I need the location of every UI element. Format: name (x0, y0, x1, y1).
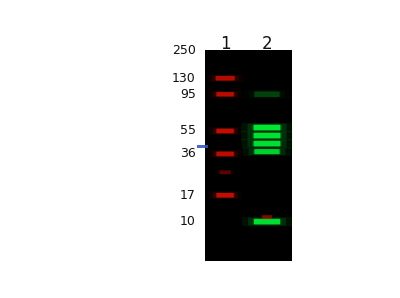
Text: 130: 130 (172, 72, 196, 85)
FancyBboxPatch shape (248, 124, 286, 131)
FancyBboxPatch shape (248, 140, 286, 148)
FancyBboxPatch shape (216, 193, 235, 198)
FancyBboxPatch shape (220, 170, 231, 174)
FancyBboxPatch shape (252, 141, 282, 147)
FancyBboxPatch shape (262, 215, 272, 219)
FancyBboxPatch shape (207, 74, 243, 82)
FancyBboxPatch shape (216, 92, 235, 97)
FancyBboxPatch shape (241, 139, 293, 148)
FancyBboxPatch shape (248, 218, 286, 225)
FancyBboxPatch shape (254, 149, 280, 154)
FancyBboxPatch shape (219, 170, 231, 174)
FancyBboxPatch shape (209, 191, 242, 199)
FancyBboxPatch shape (252, 125, 282, 131)
Text: 55: 55 (180, 125, 196, 137)
FancyBboxPatch shape (216, 152, 234, 156)
FancyBboxPatch shape (216, 193, 234, 198)
FancyBboxPatch shape (254, 141, 280, 146)
FancyBboxPatch shape (254, 133, 280, 138)
Text: 250: 250 (172, 44, 196, 57)
FancyBboxPatch shape (253, 91, 281, 97)
FancyBboxPatch shape (241, 131, 293, 140)
FancyBboxPatch shape (249, 148, 285, 155)
FancyBboxPatch shape (216, 129, 234, 133)
FancyBboxPatch shape (241, 123, 293, 132)
Text: 36: 36 (180, 148, 196, 160)
FancyBboxPatch shape (260, 215, 274, 219)
FancyBboxPatch shape (209, 91, 242, 98)
FancyBboxPatch shape (248, 132, 286, 139)
FancyBboxPatch shape (212, 91, 238, 97)
FancyBboxPatch shape (216, 92, 234, 97)
FancyBboxPatch shape (212, 151, 238, 157)
FancyBboxPatch shape (242, 217, 292, 226)
FancyBboxPatch shape (209, 150, 242, 158)
Bar (205, 49, 292, 261)
FancyBboxPatch shape (216, 128, 235, 134)
Bar (197, 145, 208, 148)
Text: 10: 10 (180, 215, 196, 228)
FancyBboxPatch shape (216, 151, 235, 156)
FancyBboxPatch shape (212, 75, 239, 81)
Text: 95: 95 (180, 88, 196, 101)
FancyBboxPatch shape (254, 91, 280, 97)
FancyBboxPatch shape (254, 219, 280, 224)
FancyBboxPatch shape (209, 127, 242, 135)
Text: 17: 17 (180, 189, 196, 202)
FancyBboxPatch shape (216, 76, 235, 80)
Text: 1: 1 (220, 35, 230, 53)
FancyBboxPatch shape (212, 192, 238, 198)
FancyBboxPatch shape (253, 219, 281, 225)
FancyBboxPatch shape (215, 76, 236, 81)
FancyBboxPatch shape (254, 125, 280, 130)
FancyBboxPatch shape (253, 149, 281, 154)
FancyBboxPatch shape (212, 128, 238, 134)
FancyBboxPatch shape (262, 215, 272, 219)
FancyBboxPatch shape (243, 147, 291, 156)
Text: 2: 2 (262, 35, 272, 53)
FancyBboxPatch shape (252, 133, 282, 139)
